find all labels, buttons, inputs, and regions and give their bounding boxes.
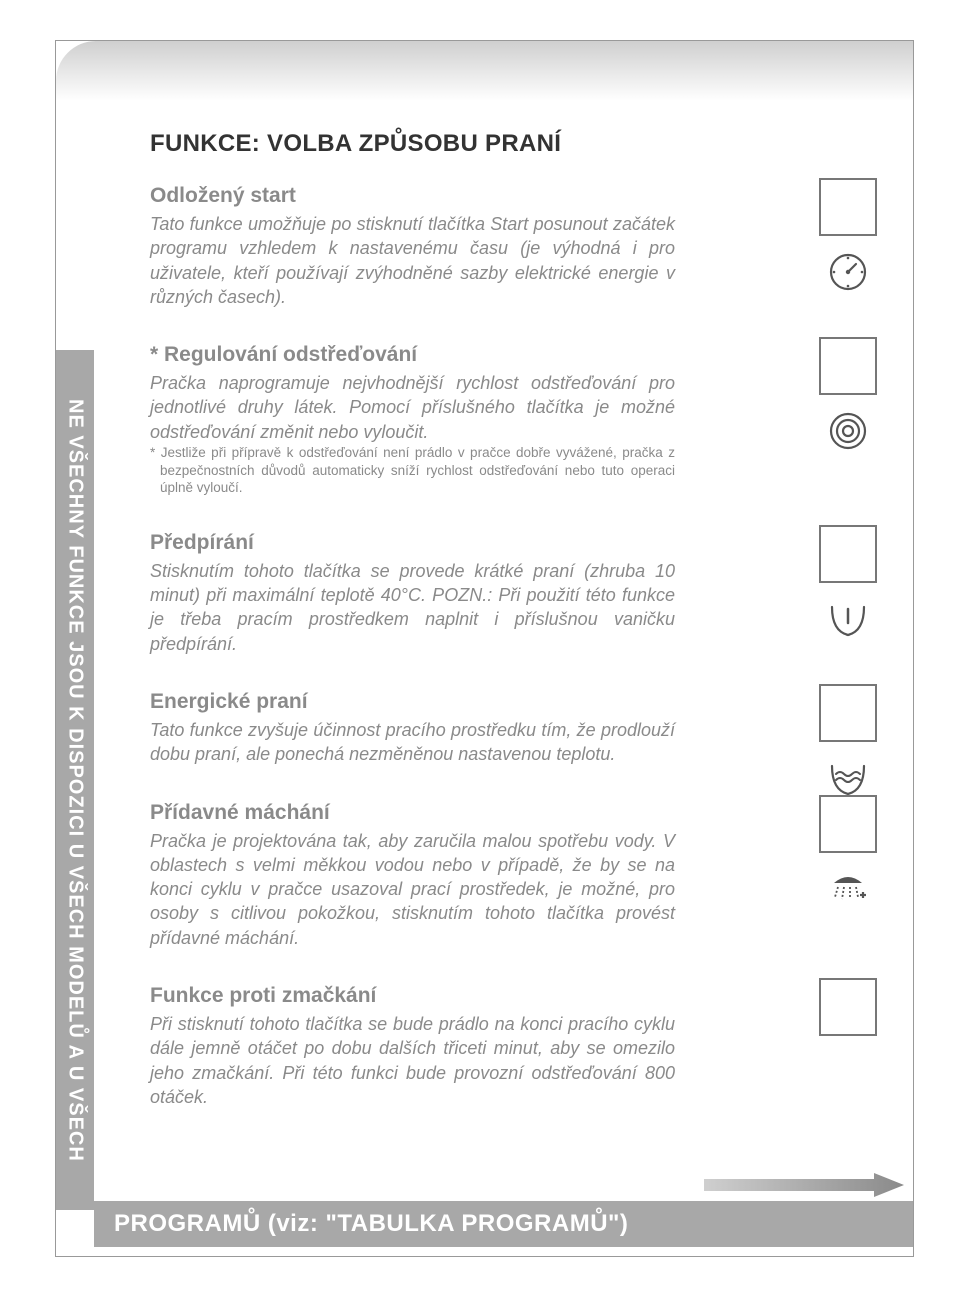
section-heading: Přídavné máchání	[150, 801, 884, 825]
section-intensive-wash: Energické praní Tato funkce zvyšuje účin…	[150, 690, 884, 767]
footer-bar: PROGRAMŮ (viz: "TABULKA PROGRAMŮ")	[94, 1201, 913, 1247]
button-placeholder	[819, 978, 877, 1036]
section-heading: Energické praní	[150, 690, 884, 714]
page: NE VŠECHNY FUNKCE JSOU K DISPOZICI U VŠE…	[0, 0, 954, 1297]
content-area: FUNKCE: VOLBA ZPŮSOBU PRANÍ Odložený sta…	[150, 130, 884, 1187]
section-heading: Odložený start	[150, 184, 884, 208]
button-placeholder	[819, 795, 877, 853]
section-footnote: * Jestliže při přípravě k odstřeďování n…	[150, 444, 675, 497]
section-heading: Funkce proti zmačkání	[150, 984, 884, 1008]
icon-column	[812, 178, 884, 294]
intensive-icon	[826, 756, 870, 800]
button-placeholder	[819, 337, 877, 395]
button-placeholder	[819, 684, 877, 742]
section-body: Pračka je projektována tak, aby zaručila…	[150, 829, 675, 950]
page-title: FUNKCE: VOLBA ZPŮSOBU PRANÍ	[150, 130, 884, 158]
section-heading: * Regulování odstřeďování	[150, 343, 884, 367]
clock-icon	[826, 250, 870, 294]
section-heading: Předpírání	[150, 531, 884, 555]
prewash-icon	[826, 597, 870, 641]
section-delayed-start: Odložený start Tato funkce umožňuje po s…	[150, 184, 884, 309]
shower-icon	[826, 867, 870, 911]
icon-column	[812, 684, 884, 800]
section-body: Pračka naprogramuje nejvhodnější rychlos…	[150, 371, 675, 444]
continue-arrow-icon	[704, 1173, 904, 1197]
section-anti-crease: Funkce proti zmačkání Při stisknutí toho…	[150, 984, 884, 1109]
section-prewash: Předpírání Stisknutím tohoto tlačítka se…	[150, 531, 884, 656]
icon-column	[812, 337, 884, 453]
icon-column	[812, 795, 884, 911]
button-placeholder	[819, 525, 877, 583]
spiral-icon	[826, 409, 870, 453]
icon-column	[812, 525, 884, 641]
footer-text: PROGRAMŮ (viz: "TABULKA PROGRAMŮ")	[114, 1210, 628, 1238]
icon-column	[812, 978, 884, 1036]
header-gradient	[56, 41, 913, 101]
button-placeholder	[819, 178, 877, 236]
section-body: Tato funkce zvyšuje účinnost pracího pro…	[150, 718, 675, 767]
section-spin-control: * Regulování odstřeďování Pračka naprogr…	[150, 343, 884, 497]
section-body: Tato funkce umožňuje po stisknutí tlačít…	[150, 212, 675, 309]
section-body: Stisknutím tohoto tlačítka se provede kr…	[150, 559, 675, 656]
section-body: Při stisknutí tohoto tlačítka se bude pr…	[150, 1012, 675, 1109]
sidebar-text: NE VŠECHNY FUNKCE JSOU K DISPOZICI U VŠE…	[64, 399, 87, 1162]
sidebar-tab: NE VŠECHNY FUNKCE JSOU K DISPOZICI U VŠE…	[56, 350, 94, 1210]
section-extra-rinse: Přídavné máchání Pračka je projektována …	[150, 801, 884, 950]
